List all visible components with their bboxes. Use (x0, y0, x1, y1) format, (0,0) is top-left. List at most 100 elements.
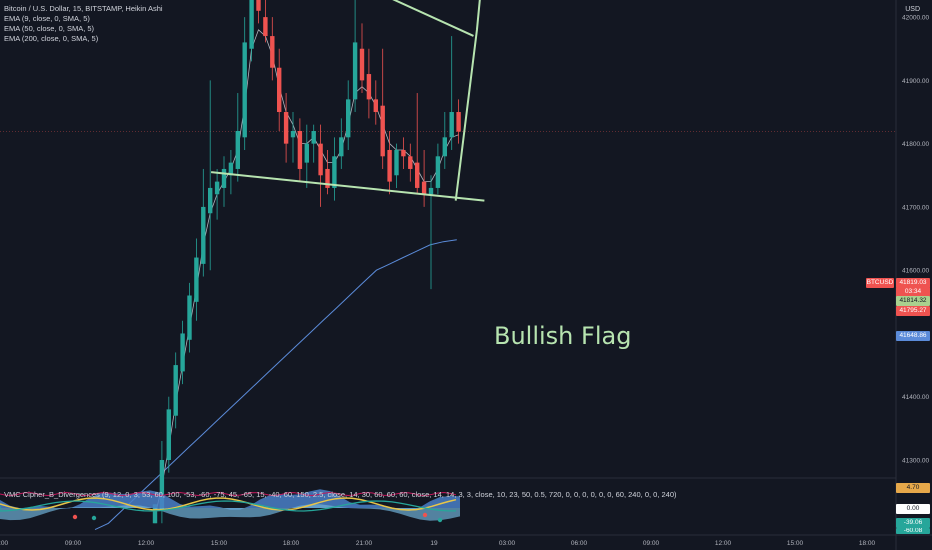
time-tick-label: 18:00 (859, 540, 876, 547)
signal-dot (437, 517, 443, 523)
candle-down (373, 80, 378, 125)
candle-body (242, 42, 247, 138)
rsi-line (0, 491, 457, 497)
candle-body (421, 181, 427, 195)
signal-dot (72, 514, 78, 520)
vmc-cipher-indicator (0, 489, 460, 523)
candle-up (214, 168, 220, 220)
indicator-top-tag: 4.70 (896, 483, 930, 493)
countdown-tag: 03:34 (896, 287, 930, 297)
candle-down (380, 48, 385, 169)
candle-up (180, 320, 185, 385)
bullish-flag-label[interactable]: Bullish Flag (494, 322, 632, 350)
ema50-legend[interactable]: EMA (50, close, 0, SMA, 5) (4, 24, 95, 33)
candle-up (435, 143, 441, 195)
candle-up (290, 112, 296, 163)
candle-up (311, 124, 316, 163)
time-tick-label: 09:00 (65, 540, 82, 547)
candle-body (283, 112, 289, 144)
candle-body (187, 295, 192, 340)
candle-up (352, 0, 358, 113)
indicator-neg1-tag: -39.06 (896, 518, 930, 528)
candle-body (311, 130, 316, 144)
candle-body (270, 36, 275, 68)
candle-body (194, 257, 199, 302)
candle-up (228, 149, 234, 195)
candle-body (304, 143, 309, 163)
ema9-legend[interactable]: EMA (9, close, 0, SMA, 5) (4, 14, 90, 23)
time-axis: 06:00 09:00 12:00 15:00 18:00 21:00 19 03:00 06:… (0, 540, 876, 547)
chart-legend: Bitcoin / U.S. Dollar, 15, BITSTAMP, Hei… (4, 4, 163, 44)
signal-dot (91, 515, 97, 521)
currency-label[interactable]: USD (905, 6, 920, 13)
candle-body (318, 143, 323, 176)
signal-dot (422, 512, 428, 518)
candle-down (277, 48, 282, 131)
candle-up (166, 396, 171, 473)
ema50-price-tag: 41795.27 (896, 306, 930, 316)
symbol-title[interactable]: Bitcoin / U.S. Dollar, 15, BITSTAMP, Hei… (4, 4, 163, 13)
candle-body (214, 181, 220, 195)
candle-up (449, 36, 454, 150)
candle-body (249, 0, 254, 49)
candle-down (283, 93, 289, 163)
candle-body (449, 112, 454, 138)
candle-up (242, 17, 247, 150)
time-tick-label: 12:00 (138, 540, 155, 547)
candle-body (180, 333, 185, 372)
ema200-price-tag: 41648.86 (896, 331, 930, 341)
ema200-path (94, 239, 457, 531)
candle-body (366, 74, 372, 100)
candle-down (318, 124, 323, 207)
candle-body (394, 149, 399, 176)
candle-body (373, 99, 378, 113)
candle-body (256, 0, 261, 11)
candle-body (173, 365, 178, 416)
candle-body (228, 162, 234, 176)
time-tick-label: 03:00 (499, 540, 516, 547)
candle-up (394, 143, 399, 188)
ema200-line (94, 239, 457, 531)
candle-up (194, 238, 199, 321)
candle-down (387, 130, 392, 195)
candle-up (304, 124, 309, 188)
time-tick-label: 09:00 (643, 540, 660, 547)
time-tick-label: 19 (430, 540, 438, 547)
flag-lower-trendline (210, 171, 485, 202)
candle-body (387, 149, 392, 182)
candle-body (332, 156, 337, 188)
candle-body (380, 105, 385, 157)
wave-area-light (0, 504, 460, 521)
ema200-legend[interactable]: EMA (200, close, 0, SMA, 5) (4, 34, 99, 43)
candle-down (270, 17, 275, 81)
candle-down (359, 23, 365, 94)
time-tick-label: 12:00 (715, 540, 732, 547)
candle-body (152, 504, 158, 524)
indicator-legend[interactable]: VMC Cipher_B_Divergences (9, 12, 0, 3, 5… (4, 490, 677, 499)
candle-up (235, 93, 240, 182)
candle-up (428, 175, 434, 290)
candle-body (290, 130, 296, 138)
wave-line-green (0, 500, 456, 512)
candle-body (435, 156, 441, 188)
candle-down (401, 137, 406, 169)
candle-body (221, 168, 227, 188)
bullish-flag-drawing (210, 0, 485, 202)
ema9-path (154, 29, 459, 517)
price-tick-label: 41900.00 (902, 78, 929, 85)
candle-body (408, 156, 413, 169)
candle-body (346, 99, 351, 138)
candle-down (366, 48, 372, 119)
price-tick-label: 41600.00 (902, 268, 929, 275)
candles (152, 0, 461, 524)
flag-upper-trendline (392, 0, 474, 37)
candle-body (352, 42, 358, 100)
candle-body (201, 206, 206, 264)
candle-up (221, 156, 227, 207)
time-tick-label: 15:00 (211, 540, 228, 547)
price-tick-label: 41400.00 (902, 394, 929, 401)
candle-down (256, 0, 261, 24)
